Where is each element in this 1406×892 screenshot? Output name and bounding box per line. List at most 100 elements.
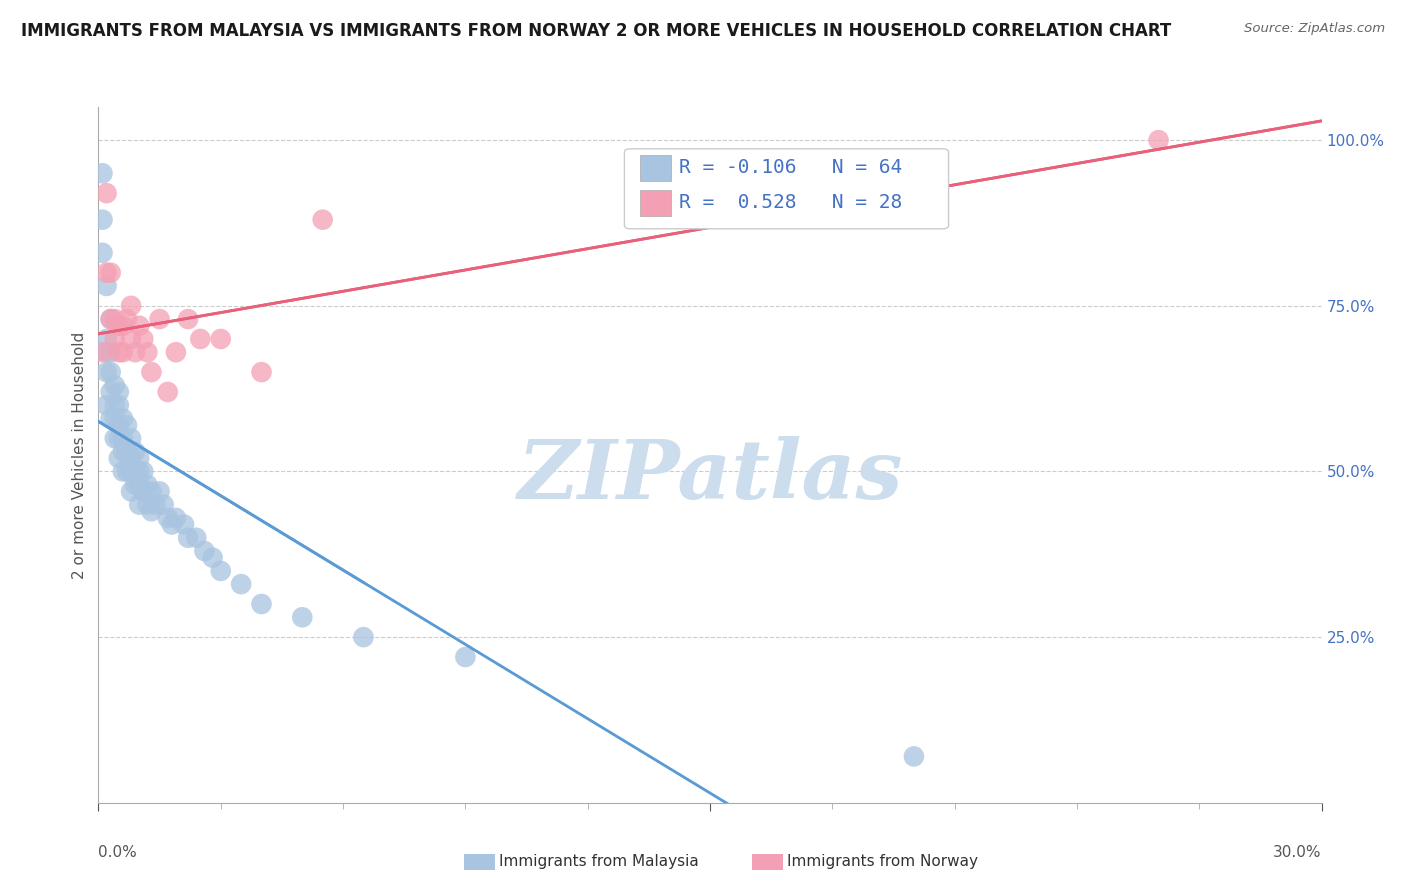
Point [120,431,142,445]
Point [96,345,118,359]
Point [132,465,155,479]
Point [104,332,127,346]
Point [111,345,134,359]
Text: ZIPatlas: ZIPatlas [517,436,903,516]
Point [1147,133,1170,147]
Point [209,564,232,578]
Point [124,444,146,458]
Point [115,465,138,479]
Text: 30.0%: 30.0% [1274,845,1322,860]
Point [128,498,150,512]
Point [128,451,150,466]
Point [160,517,183,532]
Point [100,266,122,280]
Point [145,498,167,512]
Point [115,444,138,458]
Point [104,431,127,445]
Text: Source: ZipAtlas.com: Source: ZipAtlas.com [1244,22,1385,36]
Point [128,318,150,333]
Point [108,345,131,359]
Point [124,465,146,479]
Point [108,398,131,412]
Point [152,498,174,512]
Text: R = -0.106   N = 64: R = -0.106 N = 64 [679,158,903,178]
Point [136,498,159,512]
Point [193,544,215,558]
Point [156,384,179,399]
Text: Immigrants from Norway: Immigrants from Norway [787,855,979,869]
Point [108,318,131,333]
Point [352,630,374,644]
Point [173,517,195,532]
Point [141,504,163,518]
Point [96,279,118,293]
Point [186,531,208,545]
FancyBboxPatch shape [624,149,949,228]
Point [96,266,118,280]
Point [96,398,118,412]
Point [111,411,134,425]
Point [91,345,114,359]
Point [104,411,127,425]
Point [136,345,159,359]
Point [177,312,200,326]
Point [120,451,142,466]
Point [136,477,159,491]
Text: 0.0%: 0.0% [98,845,138,860]
Point [120,332,142,346]
Point [454,650,477,665]
Point [201,550,224,565]
Point [115,418,138,433]
Point [132,484,155,499]
Point [100,312,122,326]
Point [903,749,925,764]
Point [149,312,172,326]
Point [96,332,118,346]
Point [100,384,122,399]
Point [120,465,142,479]
Point [124,477,146,491]
Bar [640,190,671,216]
Point [104,378,127,392]
Point [100,312,122,326]
Point [108,431,131,445]
Point [108,418,131,433]
Point [165,511,187,525]
Point [177,531,200,545]
Point [111,318,134,333]
Point [141,365,163,379]
Point [100,411,122,425]
Point [91,212,114,227]
Point [96,186,118,201]
Point [156,511,179,525]
Point [100,365,122,379]
Point [108,451,131,466]
Point [312,212,335,227]
Point [291,610,314,624]
Point [91,166,114,180]
Point [149,484,172,499]
Point [141,484,163,499]
Point [111,465,134,479]
Point [128,477,150,491]
Point [96,365,118,379]
Point [250,597,273,611]
Point [124,345,146,359]
Point [250,365,273,379]
Y-axis label: 2 or more Vehicles in Household: 2 or more Vehicles in Household [72,331,87,579]
Point [104,312,127,326]
Point [188,332,212,346]
Point [111,444,134,458]
Point [91,245,114,260]
Text: Immigrants from Malaysia: Immigrants from Malaysia [499,855,699,869]
Point [111,431,134,445]
Point [120,484,142,499]
Point [108,384,131,399]
Point [120,299,142,313]
Text: IMMIGRANTS FROM MALAYSIA VS IMMIGRANTS FROM NORWAY 2 OR MORE VEHICLES IN HOUSEHO: IMMIGRANTS FROM MALAYSIA VS IMMIGRANTS F… [21,22,1171,40]
Point [100,345,122,359]
Point [128,465,150,479]
Point [231,577,253,591]
Point [104,398,127,412]
Point [115,312,138,326]
